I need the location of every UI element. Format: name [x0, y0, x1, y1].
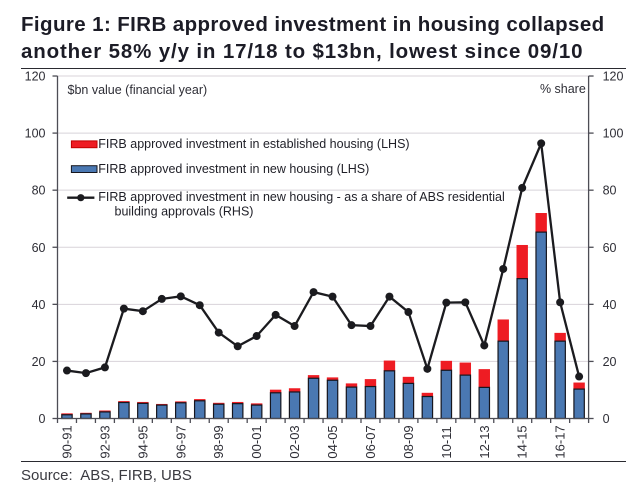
svg-text:90-91: 90-91 — [59, 425, 74, 458]
svg-text:00-01: 00-01 — [249, 425, 264, 458]
svg-text:$bn value (financial year): $bn value (financial year) — [68, 83, 208, 97]
svg-text:80: 80 — [603, 184, 617, 198]
svg-text:120: 120 — [603, 70, 624, 84]
svg-text:96-97: 96-97 — [173, 425, 188, 458]
svg-text:FIRB approved investment in ne: FIRB approved investment in new housing … — [98, 190, 504, 204]
svg-text:60: 60 — [603, 241, 617, 255]
svg-text:92-93: 92-93 — [97, 425, 112, 458]
svg-text:08-09: 08-09 — [401, 425, 416, 458]
svg-text:04-05: 04-05 — [325, 425, 340, 458]
svg-text:building approvals (RHS): building approvals (RHS) — [115, 204, 254, 218]
svg-text:16-17: 16-17 — [553, 425, 568, 458]
svg-text:100: 100 — [25, 127, 46, 141]
svg-text:0: 0 — [603, 412, 610, 426]
svg-text:120: 120 — [25, 70, 46, 84]
svg-text:98-99: 98-99 — [211, 425, 226, 458]
svg-text:0: 0 — [39, 412, 46, 426]
svg-text:20: 20 — [603, 355, 617, 369]
svg-text:40: 40 — [32, 298, 46, 312]
svg-text:60: 60 — [32, 241, 46, 255]
svg-text:94-95: 94-95 — [135, 425, 150, 458]
svg-text:100: 100 — [603, 127, 624, 141]
svg-text:20: 20 — [32, 355, 46, 369]
svg-text:% share: % share — [540, 82, 586, 96]
svg-text:10-11: 10-11 — [439, 426, 454, 458]
svg-text:14-15: 14-15 — [515, 425, 530, 458]
svg-text:12-13: 12-13 — [477, 425, 492, 458]
svg-text:FIRB approved investment in ne: FIRB approved investment in new housing … — [98, 162, 369, 176]
svg-text:80: 80 — [32, 184, 46, 198]
svg-text:02-03: 02-03 — [287, 425, 302, 458]
svg-text:40: 40 — [603, 298, 617, 312]
svg-text:06-07: 06-07 — [363, 425, 378, 458]
svg-text:FIRB approved investment in es: FIRB approved investment in established … — [98, 137, 409, 151]
